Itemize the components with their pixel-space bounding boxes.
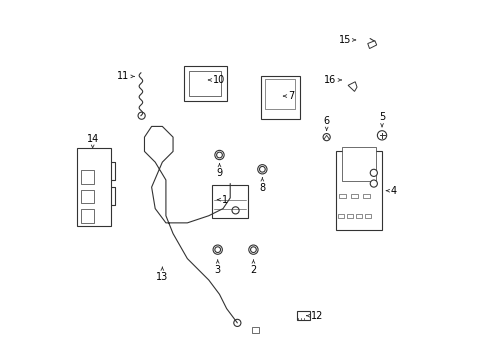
Bar	[355, 214, 361, 217]
Circle shape	[138, 112, 145, 119]
Circle shape	[259, 166, 264, 172]
Text: 8: 8	[259, 183, 265, 193]
Bar	[81, 209, 94, 223]
Bar	[77, 148, 111, 226]
Circle shape	[250, 247, 256, 252]
Bar	[364, 214, 370, 217]
Bar	[183, 66, 226, 102]
Text: 11: 11	[117, 71, 129, 81]
Circle shape	[216, 152, 222, 158]
Circle shape	[214, 247, 220, 252]
Bar	[339, 194, 346, 198]
Bar	[189, 71, 221, 96]
Text: 3: 3	[214, 265, 220, 275]
Bar	[346, 214, 352, 217]
Bar	[362, 194, 369, 198]
Bar	[335, 152, 381, 230]
Bar	[264, 79, 295, 109]
Circle shape	[369, 169, 377, 176]
Bar	[350, 194, 357, 198]
Text: 16: 16	[324, 75, 336, 85]
Bar	[297, 311, 309, 320]
Polygon shape	[367, 41, 376, 49]
Text: 10: 10	[213, 75, 225, 85]
Circle shape	[231, 207, 239, 214]
Bar	[212, 185, 247, 217]
Circle shape	[369, 180, 377, 187]
Text: 9: 9	[216, 168, 222, 178]
Text: 12: 12	[311, 311, 323, 321]
Bar	[81, 190, 94, 203]
Circle shape	[213, 245, 222, 254]
Circle shape	[248, 245, 258, 254]
Text: 4: 4	[390, 186, 396, 196]
Bar	[81, 170, 94, 184]
Circle shape	[214, 150, 224, 159]
Circle shape	[377, 131, 386, 140]
Text: 6: 6	[323, 116, 329, 126]
Circle shape	[233, 319, 241, 327]
Text: 5: 5	[378, 112, 385, 122]
Text: 7: 7	[287, 91, 294, 101]
Bar	[260, 76, 299, 119]
Polygon shape	[347, 82, 356, 91]
Text: 1: 1	[222, 195, 228, 204]
Text: 15: 15	[338, 35, 350, 45]
Text: 14: 14	[86, 134, 99, 144]
Bar	[251, 327, 258, 333]
Bar	[341, 147, 375, 181]
Circle shape	[257, 165, 266, 174]
Circle shape	[323, 134, 329, 141]
Bar	[337, 214, 343, 217]
Text: 2: 2	[250, 265, 256, 275]
Text: 13: 13	[156, 272, 168, 282]
